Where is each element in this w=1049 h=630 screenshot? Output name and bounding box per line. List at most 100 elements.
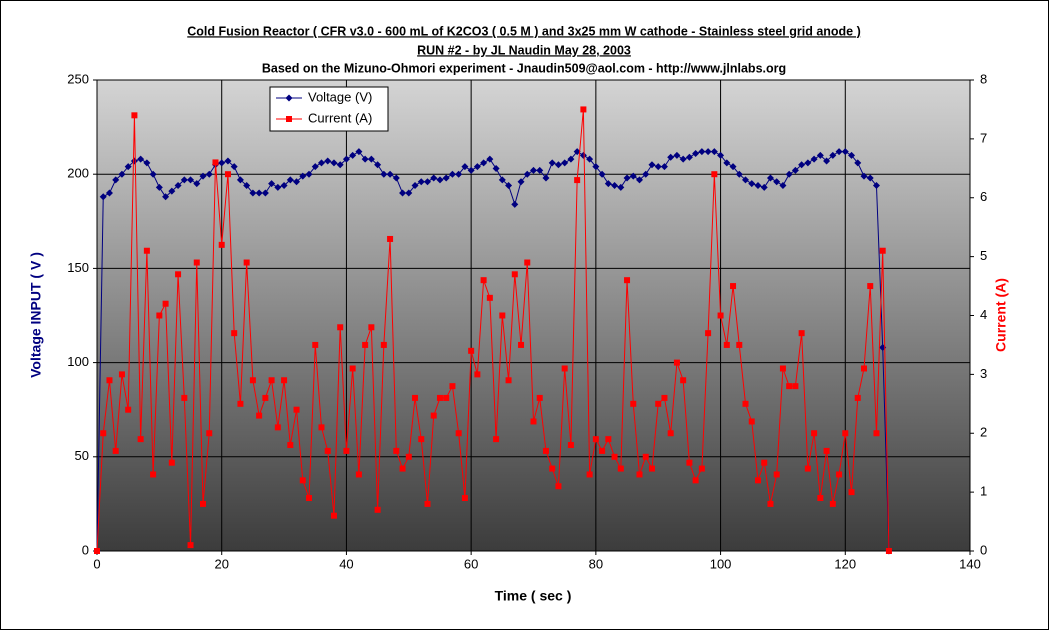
data-point <box>436 394 443 401</box>
legend-label: Voltage (V) <box>308 89 372 104</box>
data-point <box>717 151 725 159</box>
y-tick-label: 100 <box>67 354 89 369</box>
data-point <box>155 183 163 191</box>
data-point <box>467 166 475 174</box>
data-point <box>598 170 606 178</box>
data-point <box>423 178 431 186</box>
data-point <box>604 180 612 188</box>
data-point <box>168 187 176 195</box>
data-point <box>349 365 356 372</box>
data-point <box>125 406 132 413</box>
data-point <box>667 153 675 161</box>
data-point <box>667 430 674 437</box>
data-point <box>299 477 306 484</box>
data-point <box>729 163 737 171</box>
data-point <box>392 174 400 182</box>
data-point <box>505 377 512 384</box>
data-point <box>218 241 225 248</box>
data-point <box>786 383 793 390</box>
data-point <box>374 506 381 513</box>
y-tick-label: 50 <box>75 448 89 463</box>
data-point <box>523 170 531 178</box>
data-point <box>642 453 649 460</box>
data-point <box>841 148 849 156</box>
data-point <box>623 174 631 182</box>
x-tick-label: 80 <box>589 556 603 571</box>
data-point <box>317 159 325 167</box>
data-point <box>611 453 618 460</box>
data-point <box>137 155 145 163</box>
data-point <box>873 430 880 437</box>
data-point <box>230 163 238 171</box>
data-point <box>305 170 313 178</box>
y-tick-label: 200 <box>67 166 89 181</box>
data-point <box>798 330 805 337</box>
data-point <box>842 430 849 437</box>
data-point <box>742 400 749 407</box>
y2-tick-label: 2 <box>980 425 987 440</box>
data-point <box>723 159 731 167</box>
data-point <box>430 174 438 182</box>
data-point <box>324 447 331 454</box>
data-point <box>655 400 662 407</box>
data-point <box>592 163 600 171</box>
data-point <box>761 459 768 466</box>
data-point <box>206 430 213 437</box>
data-point <box>112 176 120 184</box>
data-point <box>417 178 425 186</box>
data-point <box>473 163 481 171</box>
data-point <box>162 193 170 201</box>
x-tick-label: 40 <box>339 556 353 571</box>
data-point <box>143 247 150 254</box>
data-point <box>779 182 787 190</box>
data-point <box>742 176 750 184</box>
data-point <box>648 161 656 169</box>
chart-title: Cold Fusion Reactor ( CFR v3.0 - 600 mL … <box>187 24 861 38</box>
data-point <box>823 157 831 165</box>
data-point <box>342 155 350 163</box>
data-point <box>293 406 300 413</box>
data-point <box>187 542 194 549</box>
data-point <box>798 161 806 169</box>
data-point <box>399 465 406 472</box>
data-point <box>205 170 213 178</box>
data-point <box>680 377 687 384</box>
data-point <box>574 177 581 184</box>
x-tick-label: 0 <box>93 556 100 571</box>
data-point <box>773 471 780 478</box>
data-point <box>480 277 487 284</box>
data-point <box>262 394 269 401</box>
data-point <box>829 151 837 159</box>
data-point <box>361 155 369 163</box>
data-point <box>767 500 774 507</box>
x-tick-label: 120 <box>834 556 856 571</box>
data-point <box>773 178 781 186</box>
data-point <box>617 465 624 472</box>
data-point <box>455 430 462 437</box>
series-line <box>96 109 890 552</box>
data-point <box>599 447 606 454</box>
data-point <box>648 465 655 472</box>
data-point <box>180 176 188 184</box>
y2-tick-label: 7 <box>980 130 987 145</box>
data-point <box>199 172 207 180</box>
data-point <box>624 277 631 284</box>
data-point <box>94 548 100 554</box>
data-point <box>237 400 244 407</box>
data-point <box>99 193 107 201</box>
data-point <box>804 159 812 167</box>
data-point <box>380 170 388 178</box>
data-point <box>448 170 456 178</box>
data-point <box>511 271 518 278</box>
data-point <box>193 180 201 188</box>
data-point <box>156 312 163 319</box>
legend-marker <box>286 116 292 122</box>
data-point <box>105 189 113 197</box>
data-point <box>872 182 880 190</box>
data-point <box>748 180 756 188</box>
y2-axis-title: Current (A) <box>993 278 1009 352</box>
data-point <box>498 176 506 184</box>
data-point <box>261 189 269 197</box>
data-point <box>704 148 712 156</box>
y2-tick-label: 6 <box>980 189 987 204</box>
